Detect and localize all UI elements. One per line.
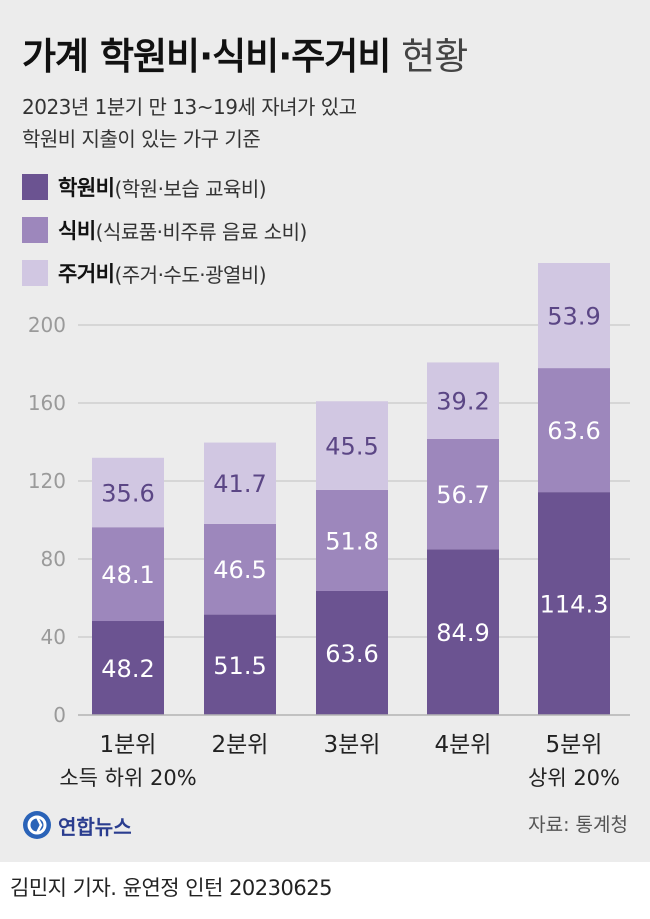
bar-segment-food: [92, 527, 164, 622]
x-tick-label: 2분위: [212, 732, 269, 758]
logo-text: 연합뉴스: [58, 814, 132, 839]
y-tick-label: 0: [53, 703, 66, 727]
x-tick-label: 4분위: [435, 732, 492, 758]
bar-segment-tuition: [316, 590, 388, 715]
bar-segment-tuition: [92, 621, 164, 715]
y-tick-label: 40: [41, 625, 66, 649]
legend-desc-tuition: (학원·보습 교육비): [114, 176, 267, 201]
data-label: 114.3: [540, 591, 609, 619]
data-label: 46.5: [213, 556, 266, 584]
data-label: 63.6: [547, 417, 600, 445]
data-label: 56.7: [436, 481, 489, 509]
legend-desc-housing: (주거·수도·광열비): [114, 262, 267, 287]
bar-segment-food: [427, 438, 499, 550]
x-tick-label: 5분위: [546, 732, 603, 758]
chart-title: 가계 학원비·식비·주거비 현황: [22, 26, 468, 80]
data-label: 48.1: [101, 561, 154, 589]
data-label: 45.5: [325, 433, 378, 461]
bar-segment-food: [538, 368, 610, 493]
legend-item-food: 식비 (식료품·비주류 음료 소비): [22, 215, 307, 245]
data-label: 84.9: [436, 619, 489, 647]
legend-item-housing: 주거비 (주거·수도·광열비): [22, 258, 267, 288]
data-label: 63.6: [325, 640, 378, 668]
data-label: 48.2: [101, 655, 154, 683]
bar-segment-housing: [538, 262, 610, 369]
infographic-panel: 가계 학원비·식비·주거비 현황 2023년 1분기 만 13~19세 자녀가 …: [0, 0, 650, 862]
bar-segment-tuition: [427, 549, 499, 715]
bar-segment-tuition: [204, 614, 276, 715]
data-label: 51.8: [325, 527, 378, 555]
data-label: 51.5: [213, 652, 266, 680]
legend-swatch-tuition: [22, 174, 48, 200]
y-tick-label: 160: [28, 391, 66, 415]
legend-item-tuition: 학원비 (학원·보습 교육비): [22, 172, 267, 202]
data-label: 35.6: [101, 480, 154, 508]
bar-segment-housing: [316, 401, 388, 490]
subtitle-line-1: 2023년 1분기 만 13~19세 자녀가 있고: [22, 95, 357, 119]
bar-segment-housing: [427, 362, 499, 439]
x-tick-label: 1분위: [100, 732, 157, 758]
x-tick-label: 3분위: [324, 732, 381, 758]
legend-swatch-food: [22, 217, 48, 243]
data-label: 41.7: [213, 470, 266, 498]
legend-label-tuition: 학원비: [58, 176, 115, 200]
x-tick-note: 소득 하위 20%: [59, 766, 196, 790]
subtitle-line-2: 학원비 지출이 있는 가구 기준: [22, 127, 261, 151]
credit-line: 김민지 기자. 윤연정 인턴 20230625: [10, 876, 332, 900]
source-note: 자료: 통계청: [528, 814, 628, 836]
y-tick-label: 80: [41, 547, 66, 571]
title-suffix: 현황: [390, 35, 468, 78]
yonhap-logo-icon: [23, 811, 51, 839]
bar-segment-food: [204, 523, 276, 615]
legend-label-housing: 주거비: [58, 262, 115, 286]
bar-segment-tuition: [538, 492, 610, 715]
bar-segment-housing: [92, 457, 164, 528]
data-label: 53.9: [547, 303, 600, 331]
legend-desc-food: (식료품·비주류 음료 소비): [95, 219, 308, 244]
y-tick-label: 200: [28, 313, 66, 337]
legend-label-food: 식비: [58, 219, 96, 243]
bar-segment-housing: [204, 442, 276, 524]
title-main: 가계 학원비·식비·주거비: [22, 35, 391, 78]
y-tick-label: 120: [28, 469, 66, 493]
legend-swatch-housing: [22, 260, 48, 286]
x-tick-note: 상위 20%: [528, 766, 620, 790]
bar-segment-food: [316, 489, 388, 591]
yonhap-logo: 연합뉴스: [22, 808, 132, 842]
data-label: 39.2: [436, 388, 489, 416]
